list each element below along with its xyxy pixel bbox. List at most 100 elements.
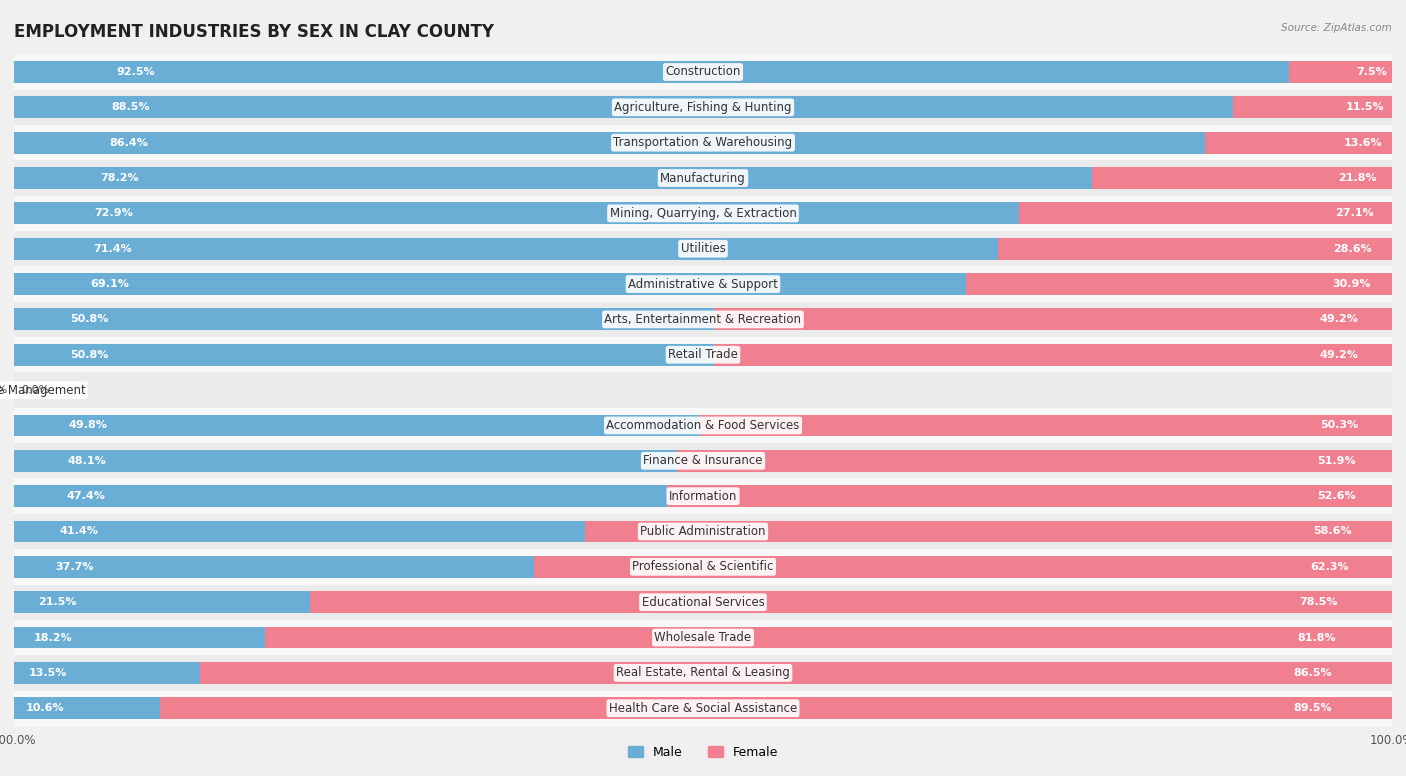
Bar: [14, 61, 1289, 83]
Text: 28.6%: 28.6%: [1333, 244, 1372, 254]
Text: Finance & Insurance: Finance & Insurance: [644, 454, 762, 467]
Text: Transportation & Warehousing: Transportation & Warehousing: [613, 136, 793, 149]
Bar: [14, 521, 585, 542]
Text: 0.0%: 0.0%: [21, 385, 49, 395]
Text: 47.4%: 47.4%: [66, 491, 105, 501]
Bar: [14, 549, 1392, 584]
Bar: [14, 196, 1392, 231]
Bar: [14, 620, 1392, 655]
Text: 78.5%: 78.5%: [1299, 598, 1339, 607]
Bar: [14, 167, 1091, 189]
Text: 21.8%: 21.8%: [1339, 173, 1376, 183]
Bar: [14, 203, 1018, 224]
Text: 69.1%: 69.1%: [90, 279, 129, 289]
Text: 21.5%: 21.5%: [38, 598, 76, 607]
Text: 48.1%: 48.1%: [67, 456, 105, 466]
Text: Real Estate, Rental & Leasing: Real Estate, Rental & Leasing: [616, 667, 790, 679]
Bar: [14, 479, 1392, 514]
Text: 49.8%: 49.8%: [69, 421, 108, 431]
Bar: [14, 54, 1392, 90]
Text: Educational Services: Educational Services: [641, 596, 765, 608]
Text: EMPLOYMENT INDUSTRIES BY SEX IN CLAY COUNTY: EMPLOYMENT INDUSTRIES BY SEX IN CLAY COU…: [14, 23, 494, 41]
Bar: [668, 485, 1392, 507]
Bar: [1233, 96, 1392, 118]
Text: Construction: Construction: [665, 65, 741, 78]
Bar: [14, 309, 714, 331]
Bar: [700, 414, 1393, 436]
Text: 13.5%: 13.5%: [30, 668, 67, 678]
Text: Manufacturing: Manufacturing: [661, 171, 745, 185]
Text: Enterprise Management: Enterprise Management: [0, 383, 86, 397]
Text: 10.6%: 10.6%: [25, 703, 65, 713]
Text: Information: Information: [669, 490, 737, 503]
Text: 49.2%: 49.2%: [1319, 314, 1358, 324]
Bar: [14, 626, 264, 649]
Bar: [14, 337, 1392, 372]
Bar: [14, 237, 998, 260]
Text: 0.0%: 0.0%: [0, 385, 7, 395]
Text: 89.5%: 89.5%: [1294, 703, 1331, 713]
Bar: [200, 662, 1392, 684]
Bar: [14, 691, 1392, 726]
Text: 50.3%: 50.3%: [1320, 421, 1358, 431]
Bar: [14, 662, 200, 684]
Text: 50.8%: 50.8%: [70, 314, 108, 324]
Text: 30.9%: 30.9%: [1331, 279, 1371, 289]
Bar: [714, 309, 1392, 331]
Bar: [14, 344, 714, 365]
Text: 71.4%: 71.4%: [93, 244, 132, 254]
Text: 81.8%: 81.8%: [1296, 632, 1336, 643]
Bar: [676, 450, 1392, 472]
Text: Arts, Entertainment & Recreation: Arts, Entertainment & Recreation: [605, 313, 801, 326]
Bar: [14, 698, 160, 719]
Text: 62.3%: 62.3%: [1310, 562, 1348, 572]
Bar: [714, 344, 1392, 365]
Bar: [998, 237, 1392, 260]
Bar: [311, 591, 1392, 613]
Bar: [14, 443, 1392, 479]
Bar: [264, 626, 1392, 649]
Text: Wholesale Trade: Wholesale Trade: [654, 631, 752, 644]
Bar: [14, 407, 1392, 443]
Bar: [14, 132, 1205, 154]
Text: Health Care & Social Assistance: Health Care & Social Assistance: [609, 702, 797, 715]
Bar: [585, 521, 1392, 542]
Bar: [14, 125, 1392, 161]
Text: Professional & Scientific: Professional & Scientific: [633, 560, 773, 573]
Bar: [14, 266, 1392, 302]
Bar: [1018, 203, 1392, 224]
Text: 51.9%: 51.9%: [1317, 456, 1357, 466]
Text: 7.5%: 7.5%: [1355, 67, 1386, 77]
Text: 50.8%: 50.8%: [70, 350, 108, 360]
Text: 37.7%: 37.7%: [56, 562, 94, 572]
Text: 86.4%: 86.4%: [110, 137, 148, 147]
Legend: Male, Female: Male, Female: [623, 741, 783, 764]
Text: 18.2%: 18.2%: [34, 632, 73, 643]
Bar: [14, 485, 668, 507]
Text: Utilities: Utilities: [681, 242, 725, 255]
Text: 72.9%: 72.9%: [94, 209, 134, 218]
Bar: [14, 584, 1392, 620]
Bar: [1205, 132, 1392, 154]
Text: 27.1%: 27.1%: [1334, 209, 1374, 218]
Bar: [14, 414, 700, 436]
Text: 11.5%: 11.5%: [1346, 102, 1384, 113]
Bar: [14, 273, 966, 295]
Text: Mining, Quarrying, & Extraction: Mining, Quarrying, & Extraction: [610, 207, 796, 220]
Text: 92.5%: 92.5%: [117, 67, 155, 77]
Bar: [14, 514, 1392, 549]
Text: Accommodation & Food Services: Accommodation & Food Services: [606, 419, 800, 432]
Bar: [14, 591, 311, 613]
Bar: [14, 372, 1392, 407]
Text: 52.6%: 52.6%: [1317, 491, 1355, 501]
Text: Agriculture, Fishing & Hunting: Agriculture, Fishing & Hunting: [614, 101, 792, 114]
Bar: [14, 655, 1392, 691]
Bar: [533, 556, 1392, 578]
Bar: [966, 273, 1392, 295]
Text: Public Administration: Public Administration: [640, 525, 766, 538]
Bar: [14, 302, 1392, 337]
Text: 88.5%: 88.5%: [111, 102, 150, 113]
Text: 78.2%: 78.2%: [100, 173, 139, 183]
Text: Retail Trade: Retail Trade: [668, 348, 738, 362]
Bar: [14, 161, 1392, 196]
